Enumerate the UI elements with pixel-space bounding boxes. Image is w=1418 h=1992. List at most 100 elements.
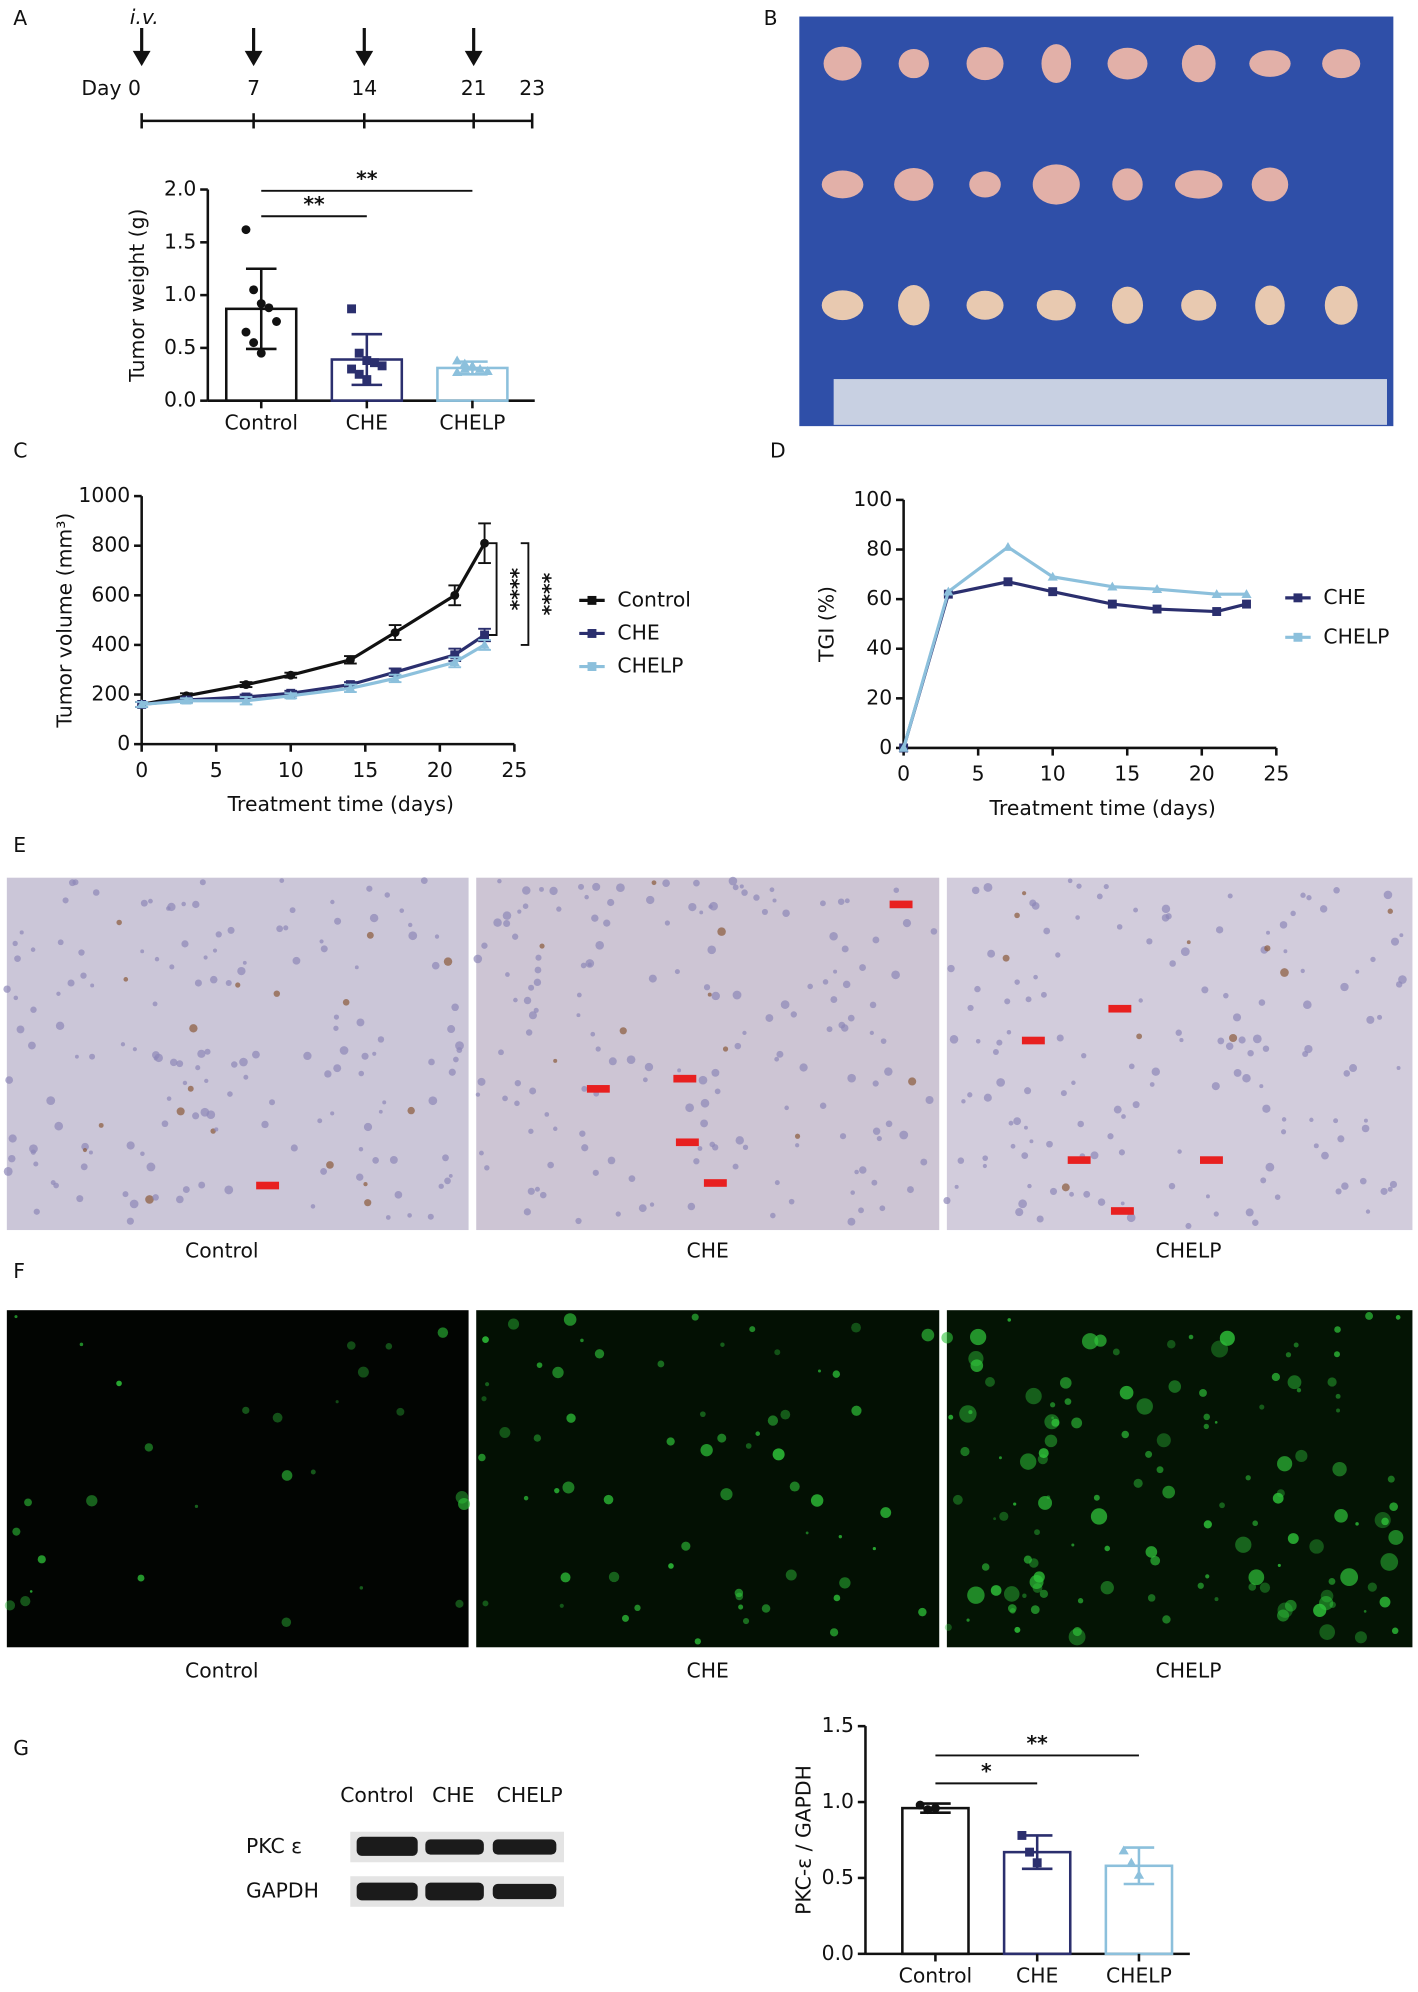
signal <box>86 1495 98 1507</box>
cell <box>540 1191 547 1199</box>
signal <box>1287 1375 1302 1390</box>
panel-label: E <box>13 833 26 857</box>
cell <box>544 1112 550 1117</box>
signal <box>1030 1605 1040 1615</box>
cell <box>408 931 418 941</box>
signal <box>1285 1352 1292 1358</box>
cell <box>407 1213 412 1218</box>
cell <box>13 995 19 1001</box>
signal <box>1188 1334 1194 1340</box>
cell <box>556 906 562 912</box>
data-point <box>1025 1847 1035 1857</box>
cell <box>992 1049 999 1055</box>
cell <box>1319 905 1328 913</box>
if-texture <box>4 1312 1404 1646</box>
signal <box>1391 1627 1399 1635</box>
cell <box>712 1144 719 1151</box>
tumor <box>1181 289 1217 321</box>
signal <box>1277 1456 1293 1472</box>
signal <box>838 1535 843 1539</box>
cell <box>595 1046 601 1052</box>
cell <box>319 939 324 944</box>
cell <box>1138 998 1143 1003</box>
cell <box>1355 969 1360 974</box>
cell <box>363 1122 373 1132</box>
cell <box>575 1217 582 1225</box>
cell <box>1306 895 1312 901</box>
cell <box>498 1049 504 1056</box>
cell <box>1036 1215 1044 1223</box>
cell <box>1389 1180 1398 1189</box>
signal <box>1072 1627 1082 1637</box>
signal <box>735 1592 744 1601</box>
signal <box>499 1427 511 1438</box>
signal <box>1022 1593 1027 1598</box>
cell <box>1069 1191 1074 1197</box>
signal <box>700 1443 713 1457</box>
marker <box>898 742 909 752</box>
arrow <box>256 1181 280 1190</box>
tumor <box>821 290 864 321</box>
signal <box>1354 1631 1367 1644</box>
if-image <box>946 1310 1413 1648</box>
cell <box>1245 1208 1254 1217</box>
cell <box>648 974 657 983</box>
marker <box>1048 587 1058 597</box>
cell <box>1168 1182 1176 1190</box>
cell <box>444 1177 451 1185</box>
cell <box>181 940 189 948</box>
signal <box>772 1448 785 1461</box>
legend-marker <box>587 662 597 671</box>
series-line <box>141 542 486 707</box>
cell <box>192 1112 200 1120</box>
y-axis-label: PKC-ε / GAPDH <box>791 1765 815 1915</box>
cell <box>844 898 850 904</box>
cell <box>76 1195 84 1203</box>
cell <box>30 947 36 952</box>
x-axis-label: Treatment time (days) <box>989 796 1216 820</box>
x-tick-label: 25 <box>1263 762 1289 786</box>
cell <box>732 884 739 891</box>
arrow-head <box>244 50 263 67</box>
cell <box>33 1208 40 1215</box>
marker <box>345 655 355 665</box>
signal <box>1334 1326 1341 1333</box>
signal <box>1167 1339 1176 1349</box>
signal <box>666 1437 675 1446</box>
cell <box>126 1217 134 1225</box>
cell <box>982 1163 987 1169</box>
y-tick-label: 1.0 <box>164 282 196 306</box>
data-point <box>241 225 251 235</box>
image-caption: Control <box>185 1658 259 1682</box>
x-tick-label: Control <box>899 1964 973 1988</box>
data-point <box>354 369 364 379</box>
marker <box>1242 599 1251 609</box>
cell <box>145 1195 154 1204</box>
signal <box>1309 1539 1324 1554</box>
signal <box>552 1366 564 1379</box>
marker <box>1152 604 1162 614</box>
cell <box>628 1175 636 1182</box>
cell <box>732 1163 739 1170</box>
cell <box>576 1013 581 1018</box>
cell <box>996 1078 1006 1087</box>
cell <box>553 1058 558 1063</box>
cell <box>1321 1151 1329 1160</box>
cell <box>1169 960 1176 967</box>
arrow <box>1021 1036 1045 1045</box>
cell <box>770 1212 776 1219</box>
signal <box>1081 1333 1099 1350</box>
cell <box>33 1161 39 1167</box>
band <box>356 1882 418 1901</box>
signal <box>507 1318 520 1330</box>
signal <box>1013 1502 1017 1506</box>
cell <box>1056 1034 1064 1042</box>
cell <box>303 1051 312 1061</box>
x-tick-label: CHELP <box>1106 1964 1172 1988</box>
cell <box>847 1014 855 1022</box>
tumor <box>894 168 934 201</box>
cell <box>608 1057 617 1066</box>
marker <box>480 630 490 640</box>
cell <box>957 1157 965 1164</box>
cell <box>753 894 760 901</box>
